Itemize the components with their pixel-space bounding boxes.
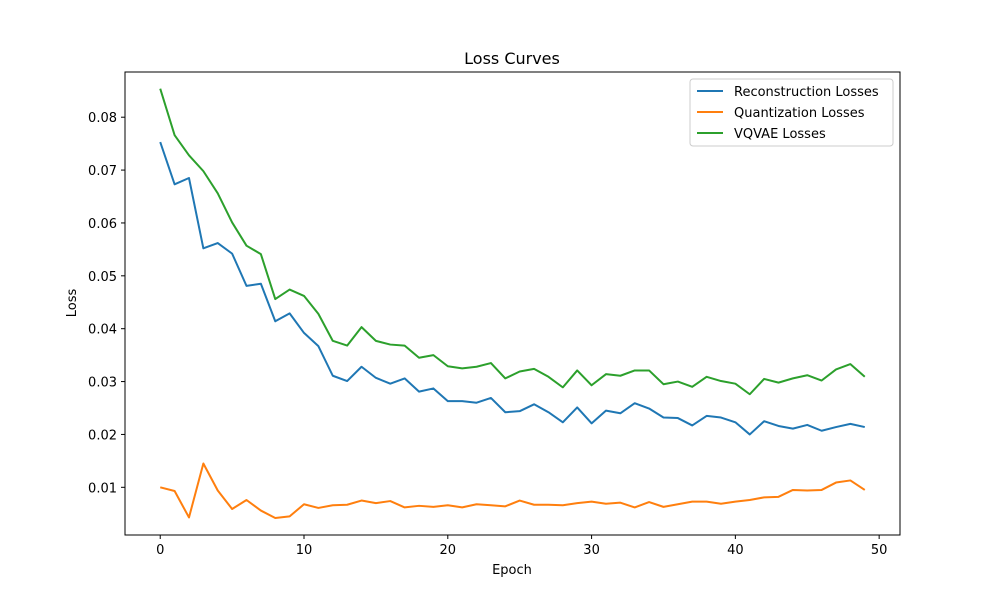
plot-lines <box>159 88 866 519</box>
legend-label-vqvae: VQVAE Losses <box>734 127 826 142</box>
y-tick-label: 0.07 <box>88 164 117 179</box>
y-tick-label: 0.02 <box>88 428 117 443</box>
y-tick-label: 0.04 <box>88 323 117 338</box>
x-axis-label: Epoch <box>492 563 532 578</box>
series-line-vqvae-losses <box>159 88 866 396</box>
x-tick-label: 10 <box>296 543 313 558</box>
x-axis-ticks: 0 10 20 30 40 50 <box>156 535 887 558</box>
legend-box <box>689 78 894 147</box>
plot-area-frame <box>124 71 901 536</box>
legend: Reconstruction Losses Quantization Losse… <box>689 78 894 147</box>
y-axis-label: Loss <box>65 289 80 318</box>
legend-label-quantization: Quantization Losses <box>734 106 865 121</box>
chart-title: Loss Curves <box>464 49 560 68</box>
x-tick-label: 0 <box>156 543 164 558</box>
x-tick-label: 30 <box>583 543 600 558</box>
series-line-quantization-losses <box>159 462 866 519</box>
y-tick-label: 0.01 <box>88 481 117 496</box>
y-tick-label: 0.05 <box>88 270 117 285</box>
y-axis-ticks: 0.01 0.02 0.03 0.04 0.05 0.06 0.07 0.08 <box>88 111 125 496</box>
y-tick-label: 0.08 <box>88 111 117 126</box>
x-tick-label: 50 <box>871 543 888 558</box>
x-tick-label: 40 <box>727 543 744 558</box>
y-tick-label: 0.06 <box>88 217 117 232</box>
y-tick-label: 0.03 <box>88 376 117 391</box>
legend-label-reconstruction: Reconstruction Losses <box>734 85 879 100</box>
x-tick-label: 20 <box>440 543 457 558</box>
series-line-reconstruction-losses <box>159 141 865 436</box>
